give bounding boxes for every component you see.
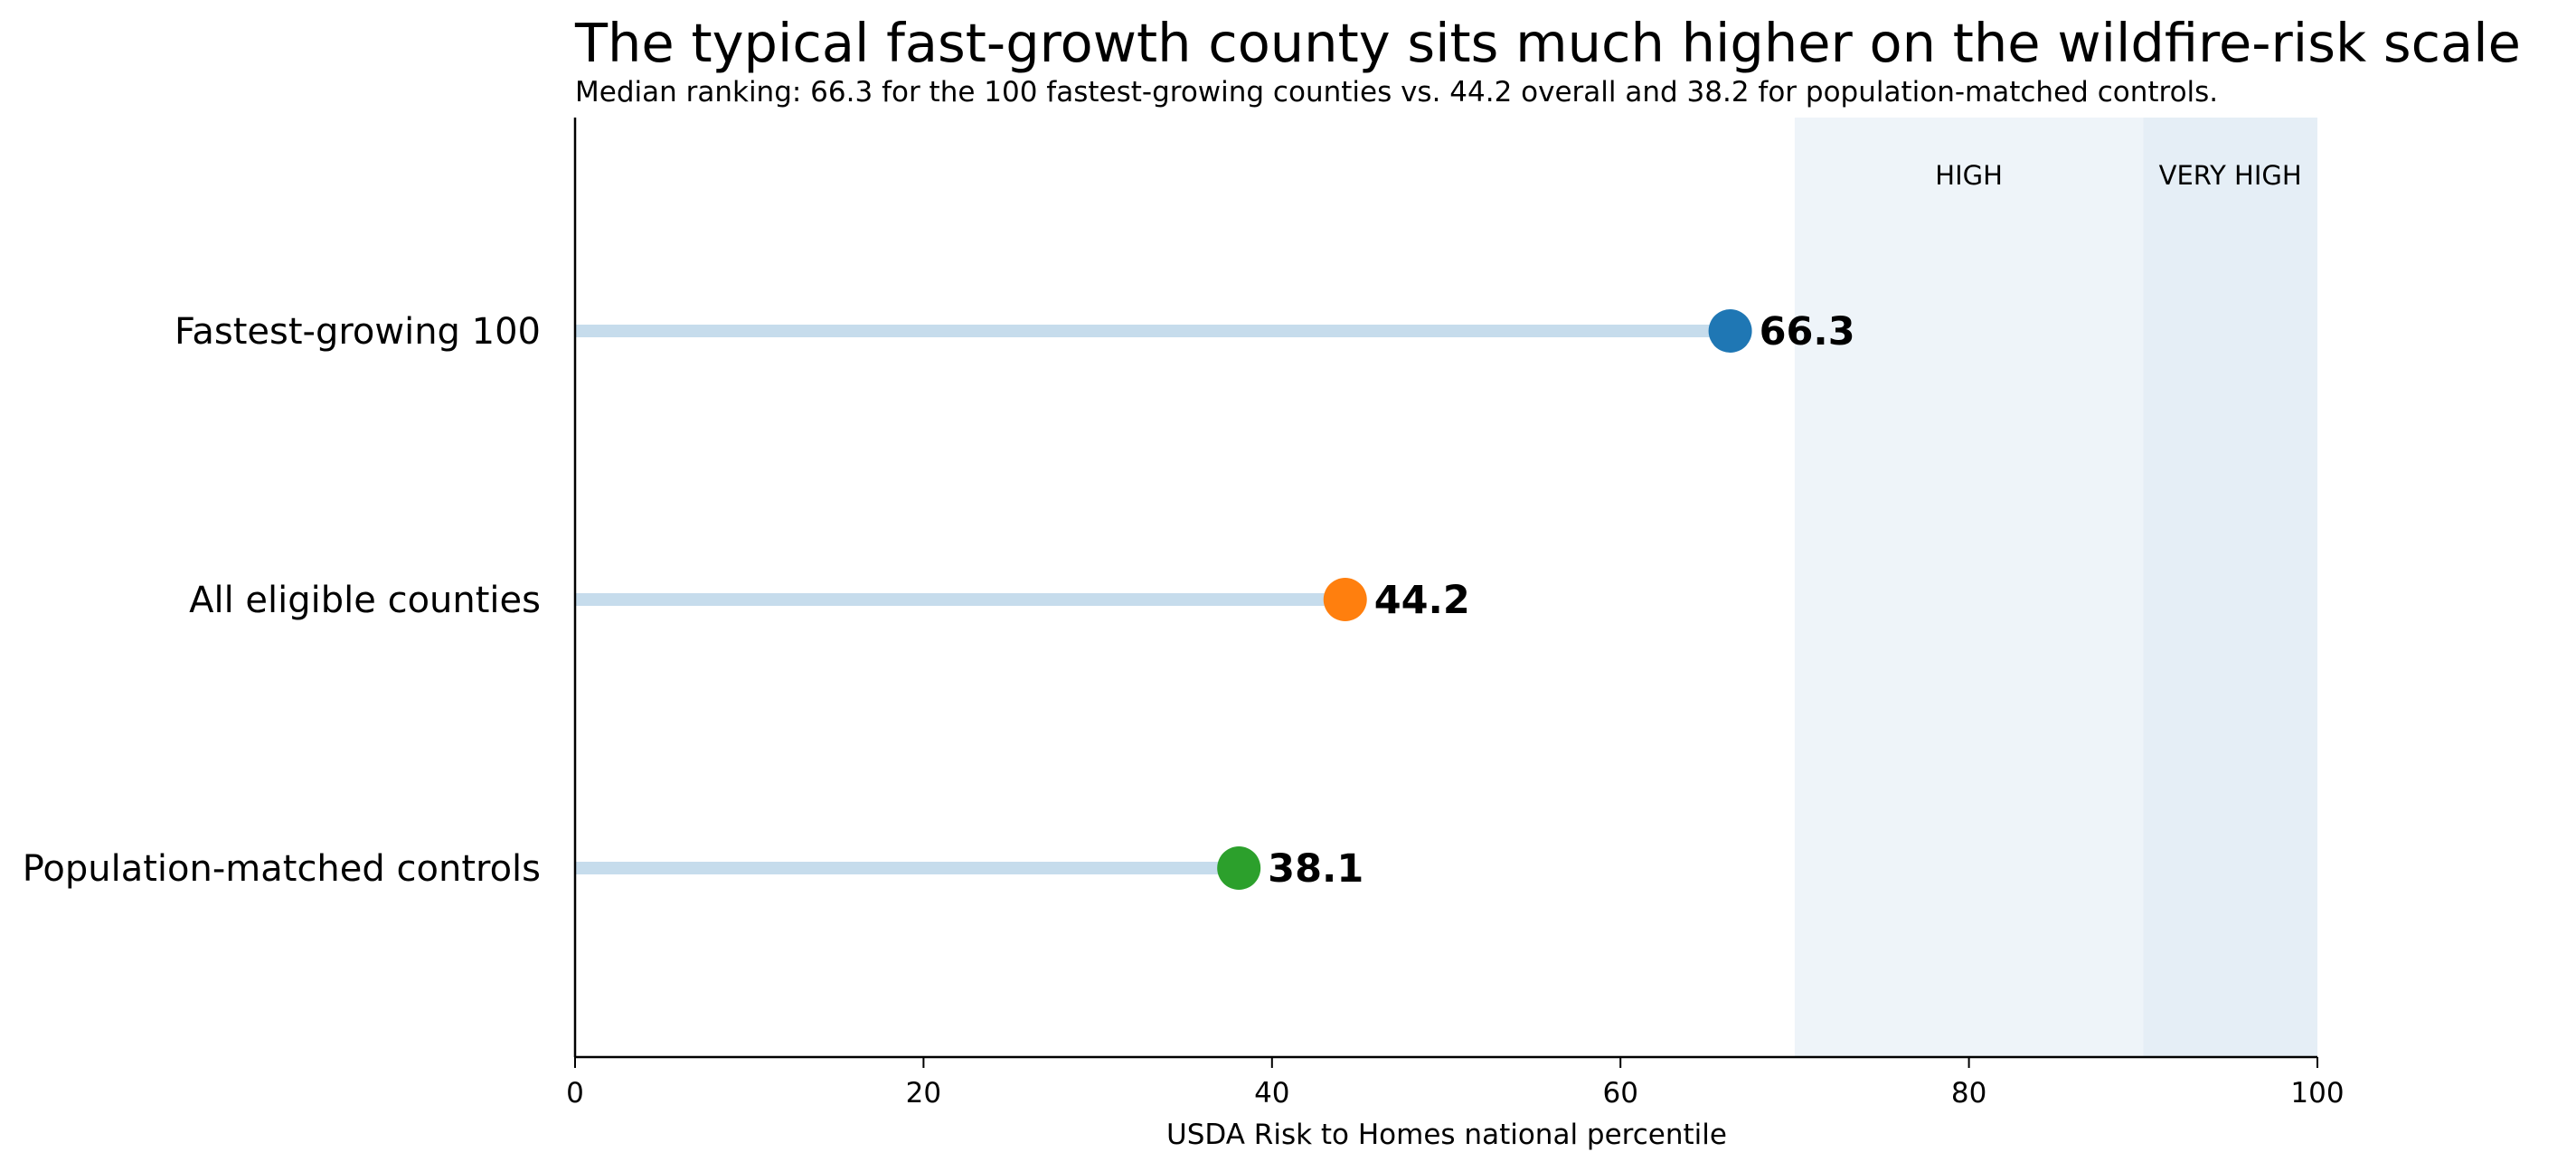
labels: HIGH VERY HIGH 66.3 Fastest-growing 100 44.2… bbox=[23, 160, 2302, 892]
stems bbox=[575, 325, 1731, 874]
point-fastest-growing-100 bbox=[1708, 309, 1752, 353]
x-axis-label: USDA Risk to Homes national percentile bbox=[1166, 1119, 1727, 1151]
x-tick-label: 60 bbox=[1602, 1077, 1637, 1110]
value-label-fastest-growing-100: 66.3 bbox=[1760, 309, 1855, 354]
point-all-eligible-counties bbox=[1323, 578, 1367, 621]
value-label-population-matched-controls: 38.1 bbox=[1268, 846, 1363, 892]
x-tick-label: 0 bbox=[566, 1077, 584, 1110]
point-population-matched-controls bbox=[1217, 846, 1261, 890]
x-tick-label: 100 bbox=[2290, 1077, 2344, 1110]
value-label-all-eligible-counties: 44.2 bbox=[1374, 578, 1470, 623]
category-label-population-matched-controls: Population-matched controls bbox=[23, 848, 541, 890]
x-ticks: 0 20 40 60 80 100 bbox=[566, 1057, 2345, 1110]
data-points bbox=[1217, 309, 1752, 890]
band-label-high: HIGH bbox=[1935, 160, 2003, 191]
category-label-all-eligible-counties: All eligible counties bbox=[189, 580, 541, 621]
band-very-high bbox=[2143, 118, 2317, 1057]
category-label-fastest-growing-100: Fastest-growing 100 bbox=[175, 311, 541, 353]
band-label-very-high: VERY HIGH bbox=[2159, 160, 2302, 191]
chart-title: The typical fast-growth county sits much… bbox=[574, 12, 2521, 74]
risk-bands bbox=[1794, 118, 2317, 1057]
chart-subtitle: Median ranking: 66.3 for the 100 fastest… bbox=[575, 76, 2218, 109]
band-high bbox=[1794, 118, 2144, 1057]
axes bbox=[573, 118, 2317, 1059]
x-tick-label: 80 bbox=[1951, 1077, 1986, 1110]
x-tick-label: 40 bbox=[1254, 1077, 1289, 1110]
x-tick-label: 20 bbox=[906, 1077, 941, 1110]
